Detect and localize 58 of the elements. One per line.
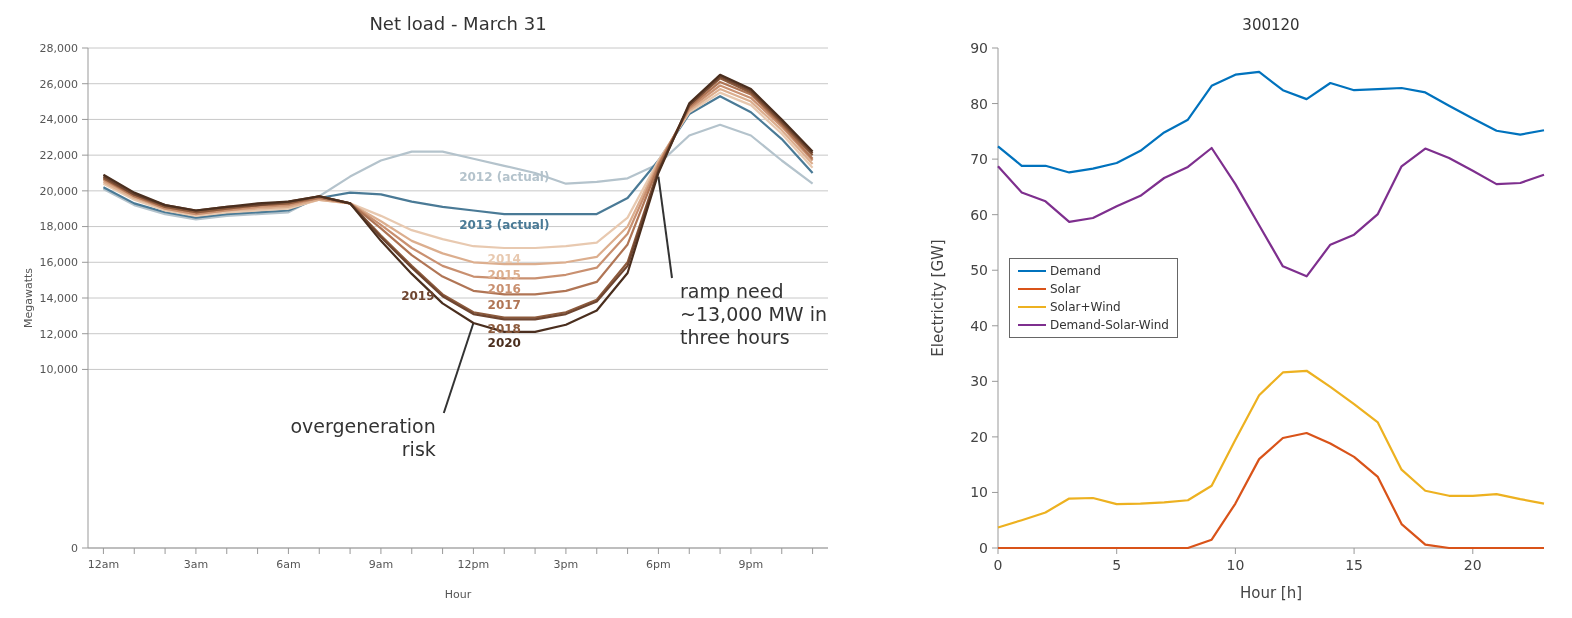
y-tick-label: 90 xyxy=(970,39,988,56)
line-series xyxy=(996,146,1546,278)
y-tick-label: 22,000 xyxy=(39,149,78,163)
x-tick-label: 15 xyxy=(1345,556,1363,573)
y-tick-label: 30 xyxy=(970,373,988,390)
line-series xyxy=(996,369,1546,529)
y-tick-label: 60 xyxy=(970,206,988,223)
chart-title: Net load - March 31 xyxy=(369,13,547,34)
x-tick-label: 0 xyxy=(993,556,1003,573)
x-tick-label: 5 xyxy=(1112,556,1122,573)
line-series xyxy=(102,95,814,219)
legend-label: Solar+Wind xyxy=(1049,299,1121,316)
y-tick-label: 24,000 xyxy=(39,113,78,127)
y-tick-label: 10,000 xyxy=(39,363,78,377)
series-label: 2013 (actual) xyxy=(459,218,550,233)
chart-title: 300120 xyxy=(1242,16,1300,34)
x-tick-label: 9pm xyxy=(738,557,764,571)
y-tick-label: 0 xyxy=(979,539,988,556)
series-label: 2014 xyxy=(487,252,521,266)
y-tick-label: 26,000 xyxy=(39,77,78,91)
y-tick-label: 70 xyxy=(970,151,988,168)
line-series xyxy=(996,70,1546,174)
y-tick-label: 40 xyxy=(970,317,988,334)
x-tick-label: 3pm xyxy=(553,557,579,571)
x-tick-label: 20 xyxy=(1463,556,1482,573)
y-tick-label: 80 xyxy=(970,95,988,112)
line-series xyxy=(102,123,814,221)
y-axis-title: Electricity [GW] xyxy=(929,239,948,357)
y-tick-label: 14,000 xyxy=(39,291,78,305)
x-axis-title: Hour [h] xyxy=(1239,584,1303,602)
y-tick-label: 12,000 xyxy=(39,327,78,341)
y-tick-label: 28,000 xyxy=(39,41,78,55)
y-tick-label: 16,000 xyxy=(39,256,78,270)
series-label: 2016 xyxy=(487,282,521,297)
x-tick-label: 12pm xyxy=(457,557,490,571)
y-tick-label: 18,000 xyxy=(39,220,78,234)
x-tick-label: 6pm xyxy=(646,557,671,571)
y-tick-label: 20 xyxy=(970,428,988,445)
y-tick-label: 10 xyxy=(970,484,988,501)
annotation: ramp need ~13,000 MW in three hours xyxy=(680,280,827,348)
series-label: 2017 xyxy=(487,298,521,313)
x-axis-title: Hour xyxy=(444,588,472,601)
y-tick-label: 50 xyxy=(970,262,988,279)
series-label: 2020 xyxy=(487,335,521,350)
y-tick-label: 20,000 xyxy=(39,184,78,198)
y-tick-label: 0 xyxy=(71,541,78,555)
series-label: 2012 (actual) xyxy=(459,169,550,184)
x-tick-label: 12am xyxy=(87,557,120,571)
y-axis-title: Megawatts xyxy=(21,267,35,329)
annotation: overgeneration risk xyxy=(290,415,436,460)
x-tick-label: 10 xyxy=(1226,556,1245,573)
legend-label: Demand-Solar-Wind xyxy=(1049,317,1169,334)
legend-label: Demand xyxy=(1049,263,1101,280)
x-tick-label: 9am xyxy=(368,557,394,571)
legend-label: Solar xyxy=(1049,281,1081,298)
series-label: 2019 xyxy=(401,289,435,304)
x-tick-label: 6am xyxy=(276,557,301,571)
x-tick-label: 3am xyxy=(183,557,209,571)
